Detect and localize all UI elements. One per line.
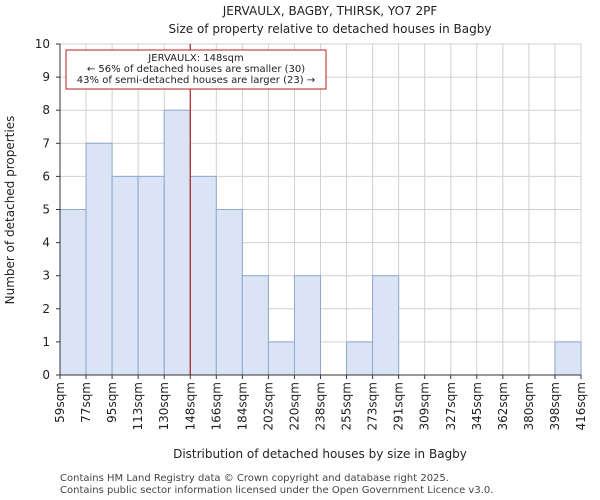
- footer-line-1: Contains HM Land Registry data © Crown c…: [60, 473, 449, 484]
- x-tick-label: 345sqm: [470, 382, 484, 430]
- bar: [137, 175, 165, 376]
- y-tick-label: 1: [42, 335, 50, 349]
- x-tick-label: 291sqm: [392, 382, 406, 430]
- x-tick-label: 148sqm: [183, 382, 197, 430]
- x-tick-label: 220sqm: [287, 382, 301, 430]
- footer-line-2: Contains public sector information licen…: [60, 485, 494, 496]
- x-tick-label: 113sqm: [131, 382, 145, 430]
- annotation-line: JERVAULX: 148sqm: [147, 53, 243, 64]
- bar: [267, 341, 295, 376]
- x-tick-label: 309sqm: [418, 382, 432, 430]
- x-tick-label: 273sqm: [366, 382, 380, 430]
- bar: [293, 275, 322, 376]
- axes: 0 1 2 3 4 5 6 7 8 9 10 59sqm 77sqm 95sqm 113sqm 130sqm 1…: [35, 37, 588, 430]
- bar: [554, 341, 582, 376]
- chart-title-line-2: Size of property relative to detached ho…: [169, 22, 492, 36]
- bar: [241, 275, 269, 376]
- x-tick-label: 95sqm: [105, 382, 119, 423]
- y-tick-label: 0: [42, 368, 50, 382]
- x-tick-label: 166sqm: [209, 382, 223, 430]
- x-tick-label: 77sqm: [79, 382, 93, 423]
- y-tick-label: 6: [42, 169, 50, 183]
- x-tick-label: 238sqm: [314, 382, 328, 430]
- x-tick-label: 202sqm: [261, 382, 275, 430]
- y-axis-label: Number of detached properties: [3, 116, 17, 305]
- x-tick-label: 380sqm: [522, 382, 536, 430]
- bar: [85, 142, 113, 376]
- x-tick-label: 184sqm: [235, 382, 249, 430]
- x-tick-label: 416sqm: [574, 382, 588, 430]
- annotation-box: JERVAULX: 148sqm← 56% of detached houses…: [65, 49, 327, 90]
- y-tick-label: 8: [42, 103, 50, 117]
- bar: [163, 109, 191, 376]
- bar: [111, 175, 139, 376]
- x-tick-label: 255sqm: [340, 382, 354, 430]
- x-tick-label: 130sqm: [157, 382, 171, 430]
- bar: [189, 175, 217, 376]
- y-tick-label: 9: [42, 70, 50, 84]
- bars: [59, 109, 582, 376]
- x-tick-label: 362sqm: [496, 382, 510, 430]
- chart-title-line-1: JERVAULX, BAGBY, THIRSK, YO7 2PF: [222, 4, 438, 18]
- x-tick-label: 59sqm: [53, 382, 67, 423]
- y-tick-label: 7: [42, 136, 50, 150]
- bar: [215, 209, 243, 376]
- bar: [59, 209, 87, 376]
- bar: [372, 275, 400, 376]
- y-tick-label: 10: [35, 37, 50, 51]
- annotation-line: 43% of semi-detached houses are larger (…: [77, 75, 315, 86]
- y-tick-label: 2: [42, 302, 50, 316]
- x-axis-label: Distribution of detached houses by size …: [173, 447, 467, 461]
- bar: [346, 341, 374, 376]
- x-tick-label: 327sqm: [444, 382, 458, 430]
- annotation-frame: [65, 49, 327, 90]
- y-tick-label: 4: [42, 236, 50, 250]
- y-tick-label: 3: [42, 269, 50, 283]
- y-tick-label: 5: [42, 203, 50, 217]
- x-tick-label: 398sqm: [548, 382, 562, 430]
- annotation-line: ← 56% of detached houses are smaller (30…: [87, 64, 305, 75]
